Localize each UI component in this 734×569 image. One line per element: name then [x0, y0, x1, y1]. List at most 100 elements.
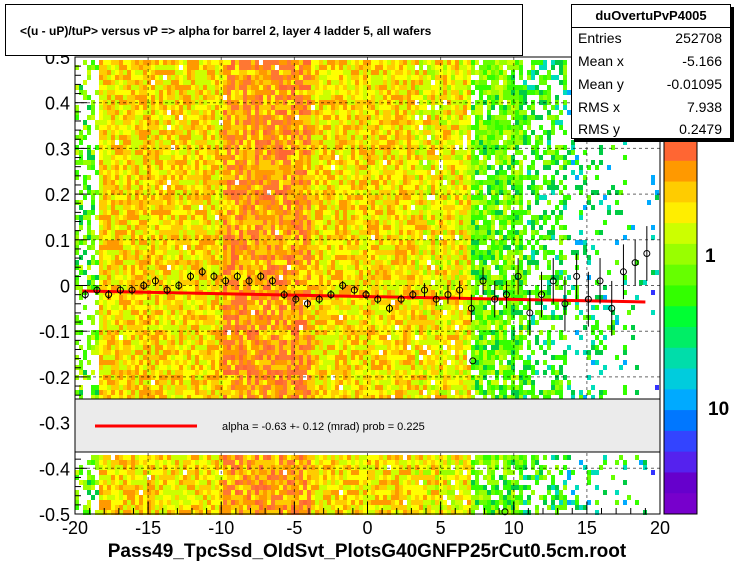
heatmap-cell-1797: [179, 60, 183, 65]
heatmap-cell-4041: [291, 175, 295, 180]
heatmap-cell-2703: [223, 235, 227, 240]
heatmap-cell-4594: [319, 165, 323, 170]
heatmap-cell-2164: [195, 315, 199, 320]
heatmap-cell-2376: [207, 180, 211, 185]
heatmap-cell-839: [127, 470, 131, 475]
heatmap-cell-1617: [167, 355, 171, 360]
heatmap-cell-3676: [271, 325, 275, 330]
heatmap-cell-4180: [299, 75, 303, 80]
heatmap-cell-1977: [187, 180, 191, 185]
heatmap-cell-2560: [215, 305, 219, 310]
heatmap-cell-1876: [183, 65, 187, 70]
heatmap-cell-2181: [195, 455, 199, 460]
heatmap-cell-294: [103, 75, 107, 80]
heatmap-cell-1060: [139, 320, 143, 325]
heatmap-cell-4527: [315, 230, 319, 235]
heatmap-cell-3453: [259, 460, 263, 465]
heatmap-cell-773: [127, 85, 131, 90]
heatmap-cell-4808: [327, 490, 331, 495]
heatmap-cell-2409: [207, 345, 211, 350]
heatmap-cell-4693: [323, 260, 327, 265]
heatmap-cell-1280: [151, 235, 155, 240]
heatmap-cell-2336: [203, 380, 207, 385]
heatmap-cell-1195: [147, 200, 151, 205]
heatmap-cell-1926: [183, 320, 187, 325]
heatmap-cell-2504: [211, 475, 215, 480]
heatmap-cell-3044: [239, 350, 243, 355]
heatmap-cell-4000: [287, 370, 291, 375]
heatmap-cell-534: [115, 80, 119, 85]
heatmap-cell-2901: [231, 485, 235, 490]
heatmap-cell-1378: [155, 330, 159, 335]
heatmap-cell-2904: [231, 500, 235, 505]
heatmap-cell-2470: [211, 250, 215, 255]
heatmap-cell-296: [103, 85, 107, 90]
heatmap-cell-2385: [207, 225, 211, 230]
heatmap-cell-3680: [271, 345, 275, 350]
heatmap-cell-4370: [307, 240, 311, 245]
heatmap-cell-3988: [287, 310, 291, 315]
heatmap-cell-3602: [267, 355, 271, 360]
heatmap-cell-1505: [163, 170, 167, 175]
heatmap-cell-984: [135, 340, 139, 345]
heatmap-cell-157: [91, 235, 95, 240]
heatmap-cell-2366: [207, 130, 211, 135]
heatmap-cell-3422: [259, 250, 263, 255]
heatmap-cell-3321: [255, 140, 259, 145]
heatmap-cell-4799: [327, 390, 331, 395]
heatmap-cell-4134: [295, 245, 299, 250]
heatmap-cell-3342: [255, 245, 259, 250]
heatmap-cell-755: [123, 395, 127, 400]
heatmap-cell-2510: [211, 505, 215, 510]
heatmap-cell-2682: [223, 130, 227, 135]
heatmap-cell-4153: [295, 340, 299, 345]
heatmap-cell-508: [111, 345, 115, 350]
heatmap-cell-1033: [139, 185, 143, 190]
heatmap-cell-1499: [163, 140, 167, 145]
heatmap-cell-676: [119, 455, 123, 460]
heatmap-cell-4887: [331, 495, 335, 500]
heatmap-cell-2340: [203, 455, 207, 460]
heatmap-cell-4173: [295, 495, 299, 500]
heatmap-cell-4294: [303, 250, 307, 255]
heatmap-cell-2954: [235, 300, 239, 305]
heatmap-cell-3686: [271, 375, 275, 380]
heatmap-cell-3310: [255, 85, 259, 90]
heatmap-cell-1432: [159, 200, 163, 205]
heatmap-cell-4395: [307, 365, 311, 370]
heatmap-cell-2907: [235, 60, 239, 65]
heatmap-cell-3036: [239, 310, 243, 315]
heatmap-cell-3902: [283, 270, 287, 275]
heatmap-cell-4414: [311, 60, 315, 65]
heatmap-cell-228: [99, 145, 103, 150]
heatmap-cell-813: [127, 285, 131, 290]
heatmap-cell-1259: [151, 130, 155, 135]
heatmap-cell-3221: [247, 490, 251, 495]
heatmap-cell-3439: [259, 335, 263, 340]
heatmap-cell-4962: [335, 475, 339, 480]
heatmap-cell-3663: [271, 260, 275, 265]
heatmap-cell-4367: [307, 225, 311, 230]
heatmap-cell-3824: [279, 280, 283, 285]
heatmap-cell-701: [123, 125, 127, 130]
heatmap-cell-700: [123, 120, 127, 125]
heatmap-cell-4826: [331, 125, 335, 130]
heatmap-cell-4982: [339, 120, 343, 125]
heatmap-cell-1519: [163, 245, 167, 250]
heatmap-cell-933: [135, 85, 139, 90]
heatmap-cell-901: [131, 325, 135, 330]
heatmap-cell-4636: [319, 375, 323, 380]
heatmap-cell-2725: [223, 345, 227, 350]
heatmap-cell-1566: [167, 80, 171, 85]
heatmap-cell-153: [91, 200, 95, 205]
heatmap-cell-2909: [235, 70, 239, 75]
heatmap-cell-362: [103, 470, 107, 475]
heatmap-cell-1776: [175, 355, 179, 360]
heatmap-cell-3781: [279, 60, 283, 65]
heatmap-cell-4091: [291, 480, 295, 485]
heatmap-cell-4720: [323, 395, 327, 400]
heatmap-cell-4444: [311, 215, 315, 220]
heatmap-cell-1667: [171, 210, 175, 215]
heatmap-cell-2707: [223, 255, 227, 260]
heatmap-cell-310: [103, 155, 107, 160]
